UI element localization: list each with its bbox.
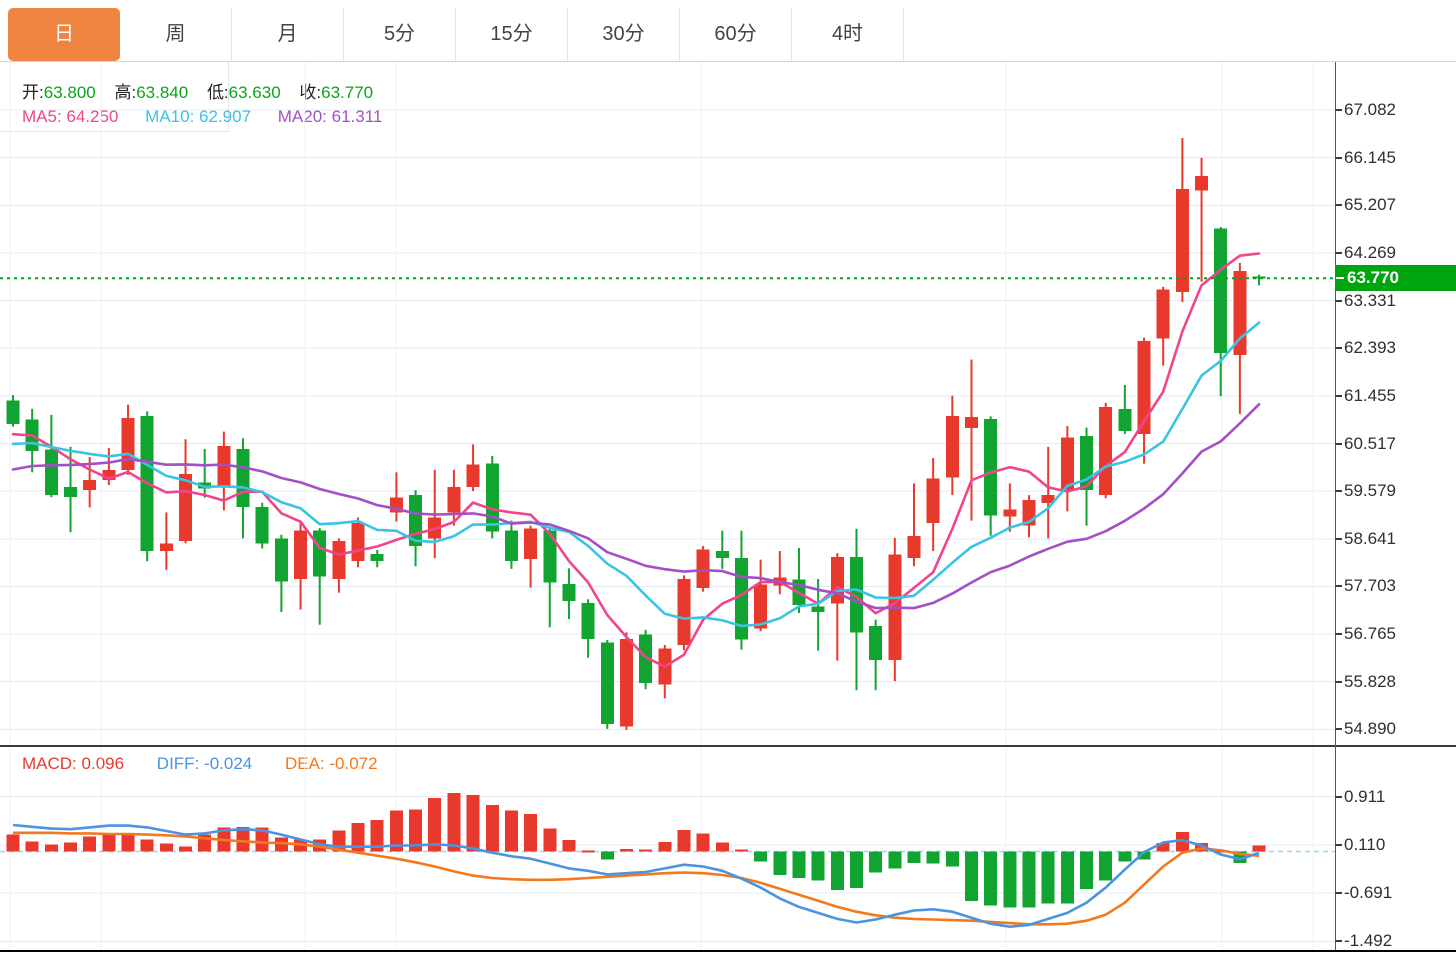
low-value: 63.630: [228, 83, 281, 102]
ma-legend: MA5: 64.250 MA10: 62.907 MA20: 61.311: [22, 107, 404, 127]
y-axis-tick: [1335, 680, 1342, 683]
y-axis-tick: [1335, 204, 1342, 207]
macd-label: MACD:: [22, 754, 77, 773]
ma20-label: MA20:: [277, 107, 327, 126]
y-axis-label: 0.110: [1344, 834, 1386, 854]
tab-60min[interactable]: 60分: [680, 8, 792, 61]
y-axis-tick: [1335, 109, 1342, 111]
bottom-border: [0, 950, 1456, 952]
diff-value: -0.024: [204, 754, 253, 773]
y-axis-tick: [1335, 299, 1342, 302]
badge-tick-dash: [1336, 277, 1344, 280]
y-axis-label: 58.641: [1344, 528, 1396, 548]
y-axis-tick: [1335, 940, 1342, 943]
y-axis-tick: [1335, 442, 1342, 445]
y-axis-tick: [1335, 585, 1342, 588]
high-label: 高:: [114, 83, 137, 102]
ma10-legend: MA10: 62.907: [145, 107, 251, 126]
tab-4hour[interactable]: 4时: [792, 8, 904, 61]
y-axis-tick: [1335, 728, 1342, 731]
y-axis-label: 0.911: [1344, 786, 1386, 806]
y-axis-label: 59.579: [1344, 481, 1396, 501]
y-axis-label: -0.691: [1344, 883, 1393, 903]
y-axis-label: 66.145: [1344, 147, 1396, 167]
tab-month[interactable]: 月: [232, 8, 344, 61]
ma5-legend: MA5: 64.250: [22, 107, 118, 126]
y-axis-label: -1.492: [1344, 931, 1393, 951]
diff-reading: DIFF: -0.024: [157, 754, 252, 773]
ohlc-legend: 开:63.800 高:63.840 低:63.630 收:63.770: [22, 78, 387, 103]
tab-day[interactable]: 日: [8, 8, 120, 61]
high-value: 63.840: [136, 83, 189, 102]
y-axis-label: 64.269: [1344, 242, 1396, 262]
timeframe-tab-bar: 日周月 5分 15分 30分 60分 4时: [0, 0, 1456, 62]
y-axis-label: 54.890: [1344, 719, 1396, 739]
tab-week[interactable]: 周: [120, 8, 232, 61]
y-axis-tick: [1335, 251, 1342, 254]
tab-15min[interactable]: 15分: [456, 8, 568, 61]
diff-label: DIFF:: [156, 754, 200, 773]
y-axis-tick: [1335, 795, 1342, 798]
y-axis-tick: [1335, 537, 1342, 540]
y-axis-label: 63.331: [1344, 290, 1396, 310]
y-axis-label: 60.517: [1344, 433, 1396, 453]
macd-chart-canvas: [0, 747, 1335, 952]
macd-reading: MACD: 0.096: [22, 754, 124, 773]
y-axis-label: 57.703: [1344, 576, 1396, 596]
close-value: 63.770: [321, 83, 374, 102]
y-axis-label: 62.393: [1344, 338, 1396, 358]
open-value: 63.800: [43, 83, 96, 102]
y-axis-tick: [1335, 633, 1342, 636]
y-axis-label: 55.828: [1344, 671, 1396, 691]
y-axis-tick: [1335, 394, 1342, 397]
macd-value: 0.096: [81, 754, 125, 773]
y-axis-tick: [1335, 156, 1342, 159]
y-axis-tick: [1335, 892, 1342, 895]
ma5-value: 64.250: [66, 107, 119, 126]
y-axis-tick: [1335, 843, 1342, 846]
tab-30min[interactable]: 30分: [568, 8, 680, 61]
main-chart-canvas: [0, 62, 1335, 746]
y-axis-tick: [1335, 347, 1342, 350]
current-price-badge: 63.770: [1335, 265, 1456, 292]
ma20-legend: MA20: 61.311: [278, 107, 383, 126]
open-label: 开:: [22, 83, 44, 102]
y-axis-label: 65.207: [1344, 195, 1396, 215]
y-axis-label: 67.082: [1344, 100, 1396, 119]
current-price-value: 63.770: [1347, 268, 1399, 288]
dea-value: -0.072: [329, 754, 378, 773]
y-axis-label: 61.455: [1344, 385, 1396, 405]
ma10-label: MA10:: [145, 107, 195, 126]
y-axis-tick: [1335, 490, 1342, 493]
low-label: 低:: [206, 83, 229, 102]
price-axis-line: [1335, 62, 1336, 952]
ma10-value: 62.907: [199, 107, 252, 126]
tab-5min[interactable]: 5分: [344, 8, 456, 61]
y-axis-label: 56.765: [1344, 624, 1396, 644]
ma5-label: MA5:: [22, 107, 62, 126]
panel-separator: [0, 745, 1456, 747]
ma20-value: 61.311: [331, 107, 383, 126]
